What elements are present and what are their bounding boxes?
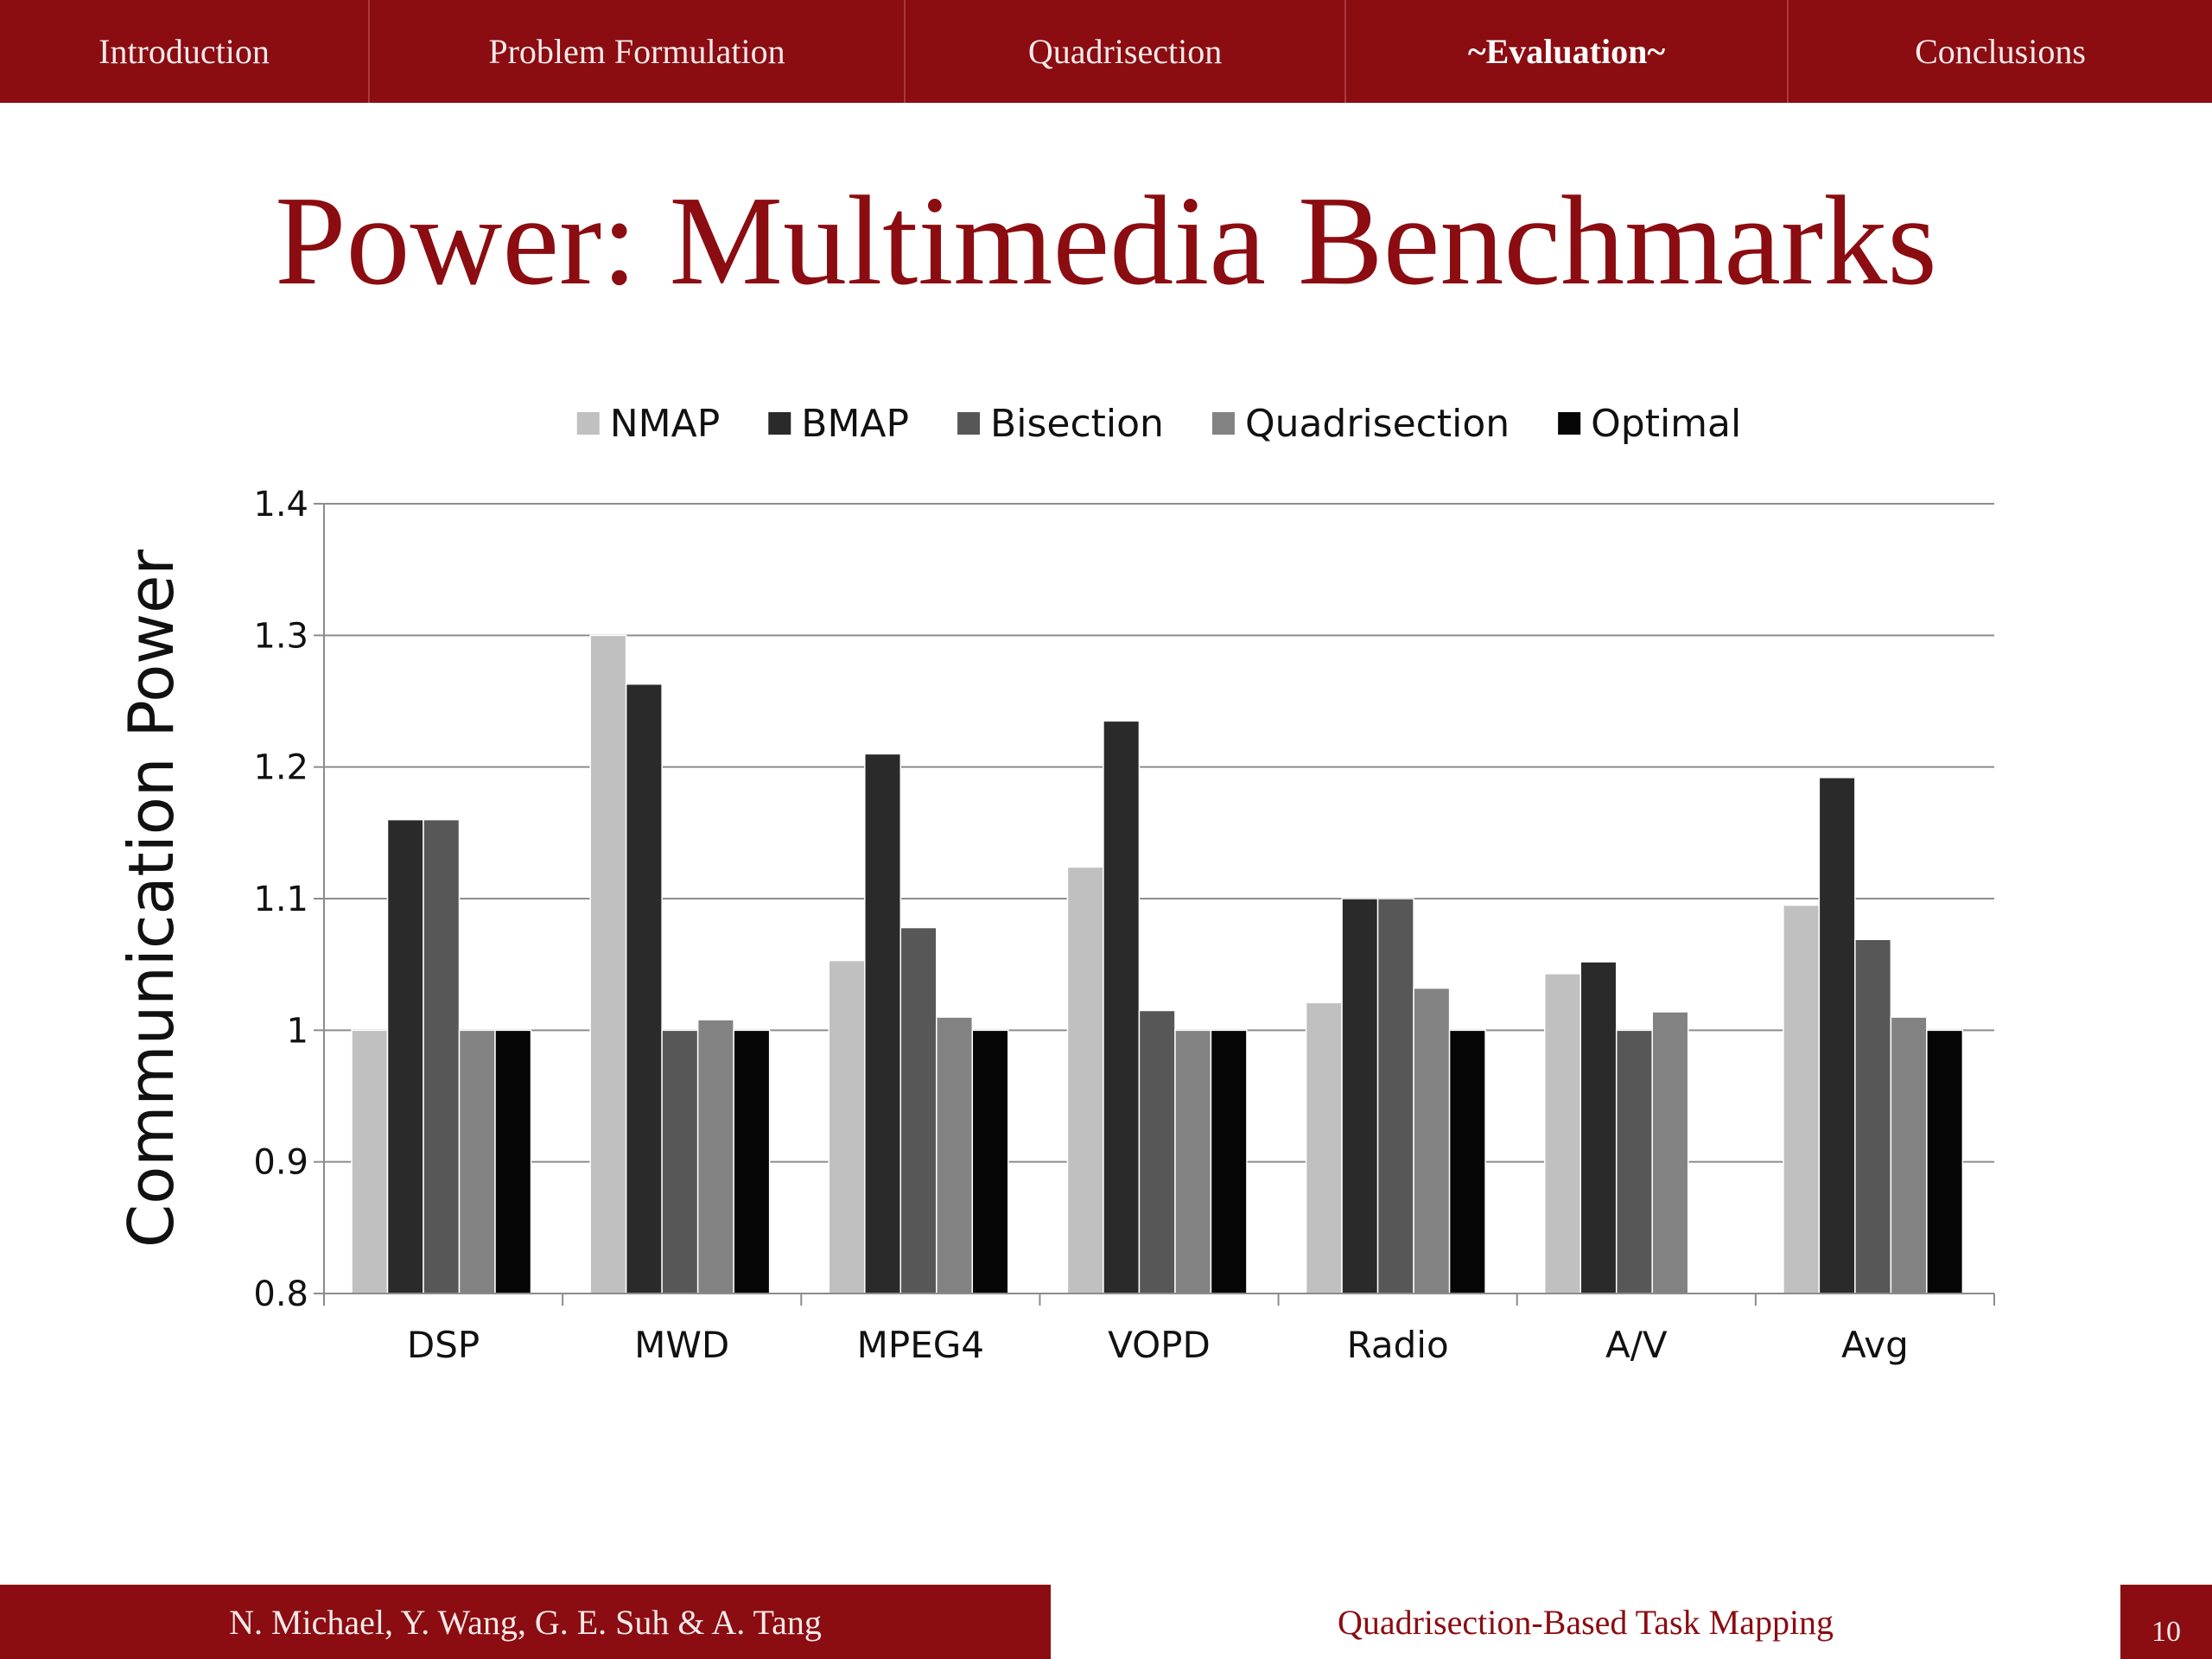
y-tick-label: 1.1 [253, 880, 308, 919]
bar-bmap-mwd [625, 683, 663, 1294]
bar-optimal-dsp [494, 1029, 532, 1294]
x-tick-label: DSP [407, 1324, 480, 1366]
bar-bmap-avg [1818, 777, 1856, 1294]
x-tick-label: A/V [1605, 1324, 1668, 1366]
nav-item-introduction[interactable]: Introduction [99, 32, 270, 71]
x-tick-label: MWD [634, 1324, 729, 1366]
x-tick-label: VOPD [1108, 1324, 1211, 1366]
nav-item-conclusions[interactable]: Conclusions [1787, 0, 2212, 103]
bar-bisection-dsp [423, 818, 461, 1294]
legend-label-quadrisection: Quadrisection [1245, 402, 1510, 446]
legend-swatch-optimal [1558, 412, 1581, 435]
legend-label-bmap: BMAP [801, 402, 909, 446]
x-tick-label: MPEG4 [857, 1324, 984, 1366]
bar-nmap-dsp [351, 1029, 389, 1294]
bar-bmap-mpeg4 [864, 753, 902, 1294]
legend-swatch-quadrisection [1211, 412, 1235, 435]
y-tick-label: 0.8 [253, 1274, 308, 1314]
bar-nmap-radio [1305, 1001, 1343, 1294]
bar-nmap-avg [1783, 904, 1821, 1294]
x-tick-label: Avg [1841, 1324, 1909, 1366]
legend-swatch-bisection [957, 412, 981, 435]
bar-quadrisection-mpeg4 [936, 1016, 974, 1294]
bar-bmap-a-v [1580, 961, 1618, 1294]
bar-bisection-a-v [1615, 1029, 1653, 1294]
nav-item-evaluation[interactable]: ~Evaluation~ [1344, 0, 1787, 103]
y-tick-label: 1.2 [253, 748, 308, 788]
legend-swatch-bmap [768, 412, 791, 435]
y-tick-label: 1.4 [253, 485, 308, 524]
bar-bisection-mwd [661, 1029, 699, 1294]
legend-label-bisection: Bisection [990, 402, 1164, 446]
bar-nmap-mpeg4 [828, 959, 866, 1294]
bar-optimal-vopd [1210, 1029, 1248, 1294]
legend-swatch-nmap [576, 412, 600, 435]
y-tick-label: 1.3 [253, 616, 308, 656]
top-navigation-bar: Introduction Problem Formulation Quadris… [0, 0, 2212, 103]
y-tick-label: 0.9 [253, 1143, 308, 1183]
bar-bisection-radio [1376, 898, 1414, 1294]
y-tick-label: 1 [287, 1011, 308, 1051]
nav-item-quadrisection[interactable]: Quadrisection [904, 0, 1344, 103]
bar-bisection-vopd [1138, 1009, 1176, 1294]
bar-quadrisection-a-v [1651, 1011, 1689, 1294]
footer-authors: N. Michael, Y. Wang, G. E. Suh & A. Tang [0, 1585, 1051, 1659]
page-number: 10 [2120, 1585, 2212, 1659]
bar-optimal-avg [1926, 1029, 1964, 1294]
bar-nmap-vopd [1066, 866, 1104, 1294]
bar-bisection-avg [1854, 938, 1892, 1294]
bar-bisection-mpeg4 [899, 926, 938, 1294]
bar-quadrisection-mwd [696, 1019, 734, 1294]
bar-nmap-a-v [1543, 973, 1581, 1294]
bar-bmap-vopd [1103, 720, 1141, 1294]
bar-nmap-mwd [589, 634, 627, 1294]
bar-optimal-mpeg4 [971, 1029, 1009, 1294]
y-axis-label: Communication Power [115, 550, 188, 1248]
bar-bmap-dsp [386, 818, 424, 1294]
legend-label-optimal: Optimal [1591, 402, 1741, 446]
x-tick-label: Radio [1347, 1324, 1449, 1366]
slide-title: Power: Multimedia Benchmarks [275, 170, 1937, 312]
nav-item-problem-formulation[interactable]: Problem Formulation [368, 0, 904, 103]
legend-label-nmap: NMAP [610, 402, 721, 446]
footer-talk-title: Quadrisection-Based Task Mapping [1337, 1602, 1834, 1642]
bar-optimal-radio [1448, 1029, 1486, 1294]
bar-quadrisection-vopd [1174, 1029, 1212, 1294]
bar-quadrisection-radio [1413, 987, 1451, 1294]
bar-quadrisection-dsp [458, 1029, 496, 1294]
bar-bmap-radio [1341, 898, 1379, 1294]
bar-quadrisection-avg [1890, 1016, 1928, 1294]
bar-optimal-mwd [733, 1029, 771, 1294]
bar-chart: 0.8 0.9 1 1.1 1.2 1.3 1.4 Communication Power DS… [115, 402, 1995, 1366]
